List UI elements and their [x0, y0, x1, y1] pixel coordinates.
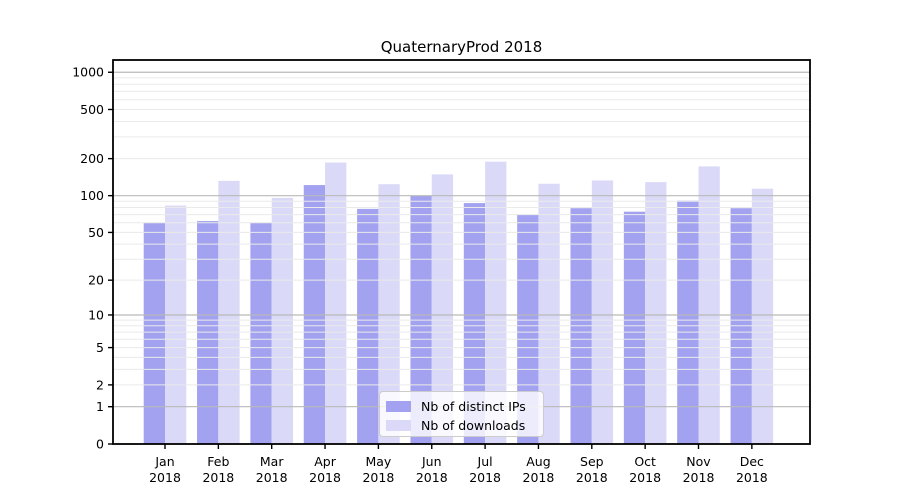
bar-downloads-nov	[698, 166, 720, 445]
x-tick-label-year: 2018	[202, 470, 234, 485]
x-tick-label-year: 2018	[469, 470, 501, 485]
y-tick-label: 200	[80, 151, 104, 166]
bar-distinct-ips-nov	[677, 200, 699, 444]
bar-downloads-jan	[165, 205, 187, 444]
legend-item-downloads: Nb of downloads	[386, 416, 543, 434]
y-tick-label: 20	[88, 273, 104, 288]
bar-downloads-aug	[538, 183, 560, 444]
x-tick-label-month: May	[365, 454, 391, 469]
x-tick-label-month: Mar	[260, 454, 284, 469]
bar-downloads-sep	[591, 180, 614, 444]
x-tick-label-month: Feb	[207, 454, 229, 469]
x-tick-label-month: Jun	[421, 454, 442, 469]
legend-label-downloads: Nb of downloads	[421, 417, 526, 433]
legend-swatch-distinct-ips	[386, 400, 411, 412]
y-tick-label: 5	[96, 340, 104, 355]
y-tick-label: 0	[96, 437, 104, 452]
x-tick-label-month: Aug	[526, 454, 550, 469]
x-tick-label-month: Oct	[634, 454, 656, 469]
x-tick-label-month: Jul	[477, 454, 493, 469]
y-tick-label: 100	[80, 188, 104, 203]
plot-border	[112, 59, 811, 445]
bar-distinct-ips-oct	[623, 211, 646, 444]
x-tick-label-year: 2018	[362, 470, 394, 485]
y-tick-label: 50	[88, 225, 104, 240]
bar-downloads-dec	[751, 188, 774, 444]
y-tick-label: 500	[80, 102, 104, 117]
legend: Nb of distinct IPs Nb of downloads	[379, 391, 544, 437]
x-tick-label-year: 2018	[683, 470, 715, 485]
x-tick-label-year: 2018	[309, 470, 341, 485]
x-tick-label-year: 2018	[416, 470, 448, 485]
legend-label-distinct-ips: Nb of distinct IPs	[421, 398, 526, 414]
chart-title: QuaternaryProd 2018	[380, 38, 543, 56]
legend-item-distinct-ips: Nb of distinct IPs	[386, 397, 543, 415]
bar-downloads-jun	[431, 174, 454, 444]
bar-distinct-ips-mar	[250, 222, 272, 444]
x-tick-label-month: Dec	[740, 454, 764, 469]
bar-distinct-ips-jul	[463, 203, 486, 444]
x-tick-label-month: Jan	[154, 454, 174, 469]
x-tick-label-year: 2018	[523, 470, 555, 485]
bar-downloads-may	[378, 184, 400, 444]
x-tick-label-month: Sep	[580, 454, 604, 469]
bar-downloads-apr	[325, 162, 347, 444]
y-tick-label: 1	[96, 399, 104, 414]
y-tick-label: 10	[88, 307, 104, 322]
bar-distinct-ips-jan	[143, 222, 165, 444]
x-tick-label-year: 2018	[736, 470, 768, 485]
bar-distinct-ips-aug	[517, 214, 539, 444]
x-tick-label-year: 2018	[256, 470, 288, 485]
y-tick-label: 2	[96, 377, 104, 392]
x-tick-label-year: 2018	[149, 470, 181, 485]
legend-swatch-downloads	[386, 419, 411, 431]
x-tick-label-year: 2018	[629, 470, 661, 485]
x-tick-label-month: Nov	[686, 454, 711, 469]
bar-downloads-feb	[218, 180, 240, 444]
x-tick-label-year: 2018	[576, 470, 608, 485]
bar-downloads-oct	[645, 182, 667, 445]
x-tick-label-month: Apr	[314, 454, 336, 469]
y-tick-label: 1000	[72, 65, 104, 80]
